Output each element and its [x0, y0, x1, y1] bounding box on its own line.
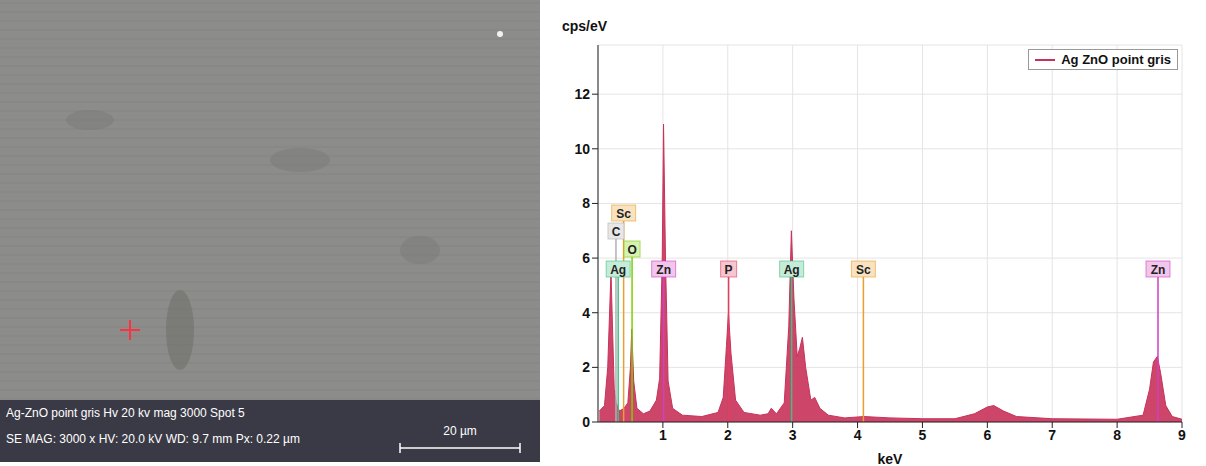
- svg-text:2: 2: [724, 427, 732, 443]
- svg-text:0: 0: [582, 414, 590, 430]
- html-text:cps/eV: cps/eV: [562, 18, 608, 34]
- svg-text:P: P: [725, 263, 733, 277]
- svg-text:2: 2: [582, 359, 590, 375]
- html-text:20 µm: 20 µm: [443, 424, 477, 438]
- svg-text:Sc: Sc: [856, 263, 871, 277]
- svg-text:8: 8: [1113, 427, 1121, 443]
- svg-text:6: 6: [983, 427, 991, 443]
- svg-text:6: 6: [582, 250, 590, 266]
- svg-text:5: 5: [919, 427, 927, 443]
- svg-text:Ag: Ag: [610, 263, 626, 277]
- svg-text:3: 3: [789, 427, 797, 443]
- svg-text:4: 4: [854, 427, 862, 443]
- svg-text:Sc: Sc: [616, 207, 631, 221]
- html-text:SE MAG: 3000 x HV: 20.0 kV WD:: SE MAG: 3000 x HV: 20.0 kV WD: 9.7 mm Px…: [6, 432, 300, 446]
- svg-text:Zn: Zn: [1151, 263, 1166, 277]
- svg-text:Ag: Ag: [784, 263, 800, 277]
- svg-text:Zn: Zn: [656, 263, 671, 277]
- svg-text:8: 8: [582, 195, 590, 211]
- html-text:Ag-ZnO point gris Hv 20 kv mag: Ag-ZnO point gris Hv 20 kv mag 3000 Spot…: [6, 406, 245, 420]
- svg-text:7: 7: [1048, 427, 1056, 443]
- html-text:Ag ZnO point gris: Ag ZnO point gris: [1061, 52, 1171, 67]
- svg-text:12: 12: [574, 86, 590, 102]
- svg-text:C: C: [612, 225, 621, 239]
- svg-text:O: O: [627, 243, 636, 257]
- svg-text:1: 1: [659, 427, 667, 443]
- svg-text:9: 9: [1178, 427, 1186, 443]
- svg-text:4: 4: [582, 305, 590, 321]
- svg-text:10: 10: [574, 141, 590, 157]
- svg-text:keV: keV: [878, 451, 904, 466]
